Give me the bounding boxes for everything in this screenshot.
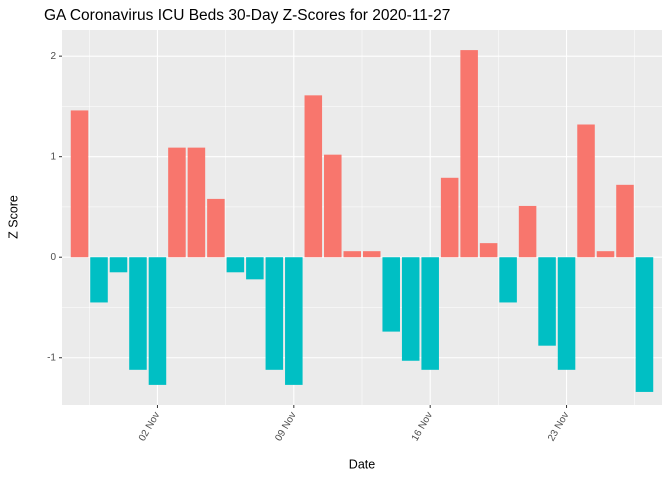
bar: [460, 50, 478, 258]
bar: [401, 257, 420, 361]
bar: [343, 251, 362, 258]
y-tick-label: 1: [50, 151, 56, 162]
bar: [362, 251, 381, 258]
bar: [109, 257, 128, 273]
bar: [616, 184, 634, 258]
bar: [538, 257, 556, 346]
bar: [440, 177, 459, 258]
bar: [479, 243, 498, 258]
y-axis-title: Z Score: [6, 195, 20, 239]
bar: [557, 257, 576, 370]
bar: [129, 257, 147, 370]
chart-title: GA Coronavirus ICU Beds 30-Day Z-Scores …: [44, 7, 450, 24]
bar: [187, 147, 206, 258]
bar: [148, 257, 167, 385]
y-tick-label: 2: [50, 51, 56, 62]
bar: [382, 257, 400, 332]
bar: [226, 257, 245, 273]
x-axis-title: Date: [349, 457, 375, 471]
bar: [70, 110, 89, 258]
bar: [207, 198, 225, 258]
bar: [265, 257, 284, 370]
y-tick-label: 0: [50, 252, 56, 263]
bar: [304, 95, 323, 258]
bar: [518, 205, 537, 258]
bar: [421, 257, 439, 370]
bar: [577, 124, 595, 258]
bar: [635, 257, 654, 392]
bar: [324, 154, 342, 258]
bar: [168, 147, 186, 258]
bar: [499, 257, 517, 303]
y-tick-label: -1: [47, 352, 56, 363]
bar: [285, 257, 303, 385]
bar: [90, 257, 108, 303]
bar: [596, 251, 615, 258]
bar: [246, 257, 264, 280]
